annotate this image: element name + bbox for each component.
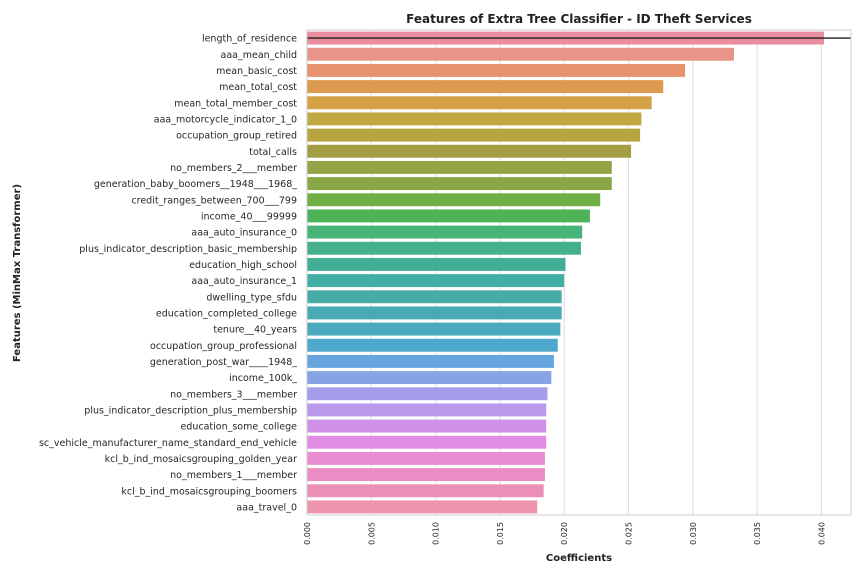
bar <box>307 451 545 465</box>
bar <box>307 47 734 61</box>
y-tick-label: education_some_college <box>180 422 297 433</box>
bar <box>307 63 686 77</box>
bar <box>307 274 565 288</box>
bar <box>307 322 561 336</box>
y-tick-label: generation_post_war____1948_ <box>150 357 297 368</box>
y-tick-label: aaa_mean_child <box>221 50 297 61</box>
bar <box>307 112 642 126</box>
y-tick-label: aaa_travel_0 <box>236 502 297 513</box>
y-tick-label: income_40___99999 <box>201 211 297 222</box>
x-tick-labels: 0.000 0.005 0.010 0.015 0.020 0.025 0.030 0.035… <box>303 522 826 545</box>
y-tick-label: credit_ranges_between_700___799 <box>131 195 297 206</box>
bar <box>307 484 544 498</box>
bar <box>307 193 601 207</box>
x-tick-label: 0.015 <box>496 522 505 545</box>
y-tick-label: aaa_auto_insurance_0 <box>191 228 297 239</box>
y-tick-label: aaa_auto_insurance_1 <box>191 276 297 287</box>
bar <box>307 177 612 191</box>
y-tick-label: plus_indicator_description_plus_membersh… <box>84 405 297 416</box>
bar <box>307 435 547 449</box>
bar <box>307 257 566 271</box>
x-tick-label: 0.005 <box>367 522 376 545</box>
chart-title: Features of Extra Tree Classifier - ID T… <box>406 12 752 26</box>
bar <box>307 209 590 223</box>
y-tick-label: total_calls <box>249 147 297 158</box>
bar <box>307 354 554 368</box>
y-tick-label: mean_total_member_cost <box>174 98 297 109</box>
y-tick-label: dwelling_type_sfdu <box>206 292 297 303</box>
bars <box>307 31 824 514</box>
y-tick-label: income_100k_ <box>229 373 297 384</box>
bar <box>307 144 632 158</box>
bar <box>307 241 581 255</box>
plot-frame <box>306 29 852 516</box>
x-tick-label: 0.025 <box>625 522 634 545</box>
bar <box>307 371 552 385</box>
bar <box>307 419 547 433</box>
y-tick-label: sc_vehicle_manufacturer_name_standard_en… <box>39 438 297 449</box>
bar <box>307 128 641 142</box>
y-tick-label: kcl_b_ind_mosaicsgrouping_boomers <box>121 486 297 497</box>
bar <box>307 403 547 417</box>
x-tick-label: 0.020 <box>560 522 569 545</box>
y-tick-label: education_high_school <box>189 260 297 271</box>
bar <box>307 96 652 110</box>
x-tick-label: 0.035 <box>753 522 762 545</box>
bar <box>307 500 538 514</box>
y-tick-label: occupation_group_professional <box>150 341 297 352</box>
y-tick-label: no_members_3___member <box>170 389 297 400</box>
x-tick-label: 0.030 <box>689 522 698 545</box>
bar <box>307 338 558 352</box>
y-tick-label: length_of_residence <box>202 34 297 45</box>
x-tick-label: 0.010 <box>432 522 441 545</box>
y-tick-label: kcl_b_ind_mosaicsgrouping_golden_year <box>105 454 297 465</box>
bar <box>307 80 664 94</box>
y-tick-label: aaa_motorcycle_indicator_1_0 <box>154 114 297 125</box>
x-axis-label: Coefficients <box>546 553 612 564</box>
bar <box>307 468 545 482</box>
y-tick-label: mean_basic_cost <box>216 66 297 77</box>
bar <box>307 387 548 401</box>
bar <box>307 306 562 320</box>
y-tick-label: occupation_group_retired <box>176 131 297 142</box>
bar <box>307 225 583 239</box>
bar <box>307 160 612 174</box>
x-tick-label: 0.000 <box>303 522 312 545</box>
y-tick-label: education_completed_college <box>156 308 297 319</box>
bar <box>307 290 562 304</box>
y-tick-label: plus_indicator_description_basic_members… <box>79 244 297 255</box>
y-axis-label: Features (MinMax Transformer) <box>12 184 23 362</box>
y-tick-label: no_members_1___member <box>170 470 297 481</box>
y-tick-label: no_members_2___member <box>170 163 297 174</box>
x-tick-label: 0.040 <box>817 522 826 545</box>
y-tick-labels: length_of_residence aaa_mean_child mean_ba… <box>39 34 297 514</box>
y-tick-label: tenure__40_years <box>213 325 297 336</box>
y-tick-label: generation_baby_boomers__1948___1968_ <box>94 179 297 190</box>
y-tick-label: mean_total_cost <box>219 82 297 93</box>
